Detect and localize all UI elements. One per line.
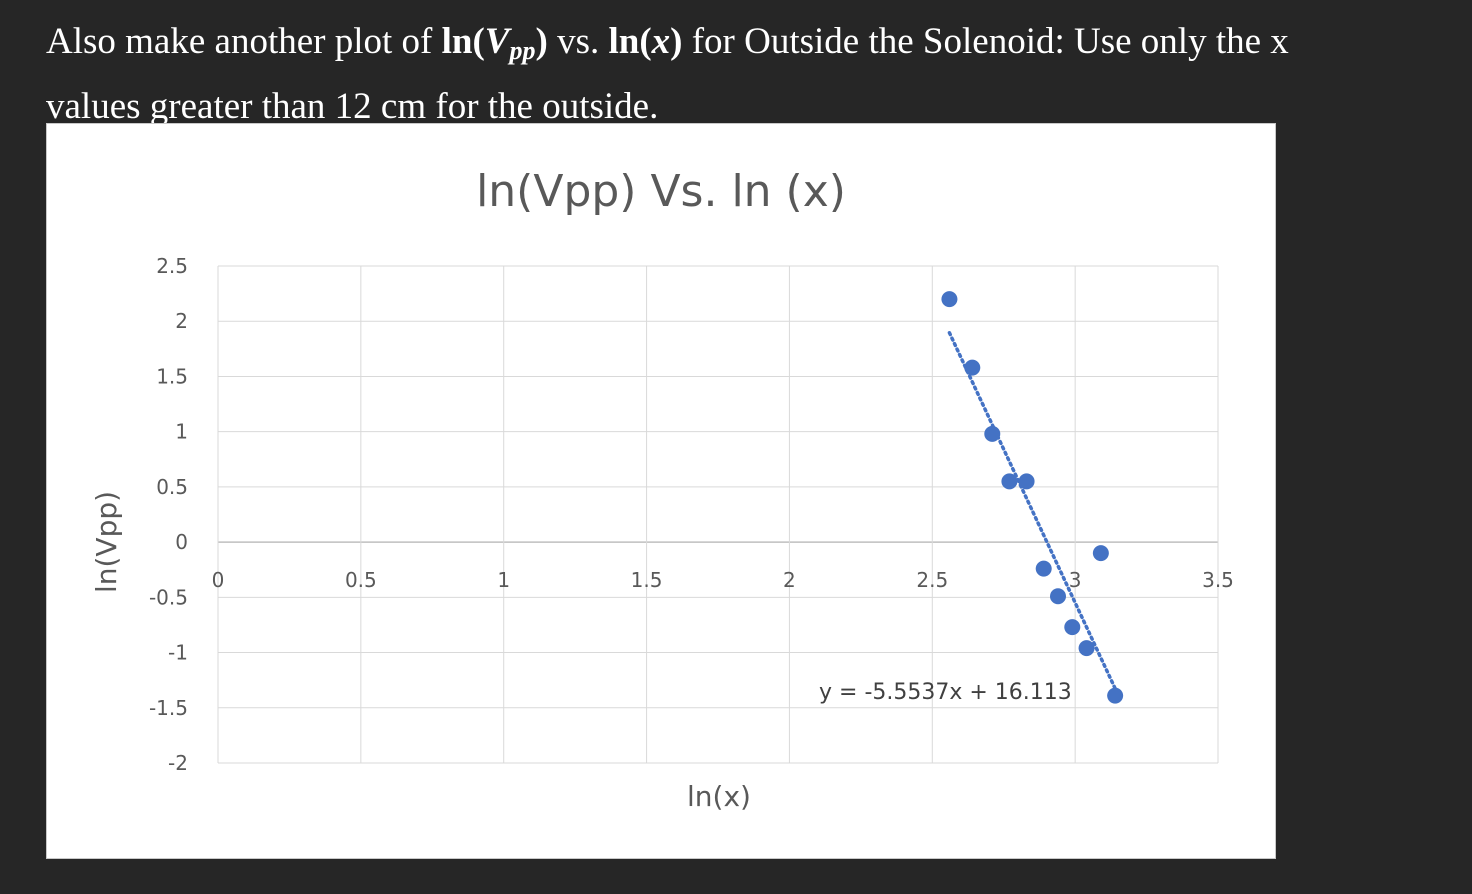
data-point — [1018, 473, 1035, 490]
instructions-prefix: Also make another plot of — [46, 21, 442, 62]
x-tick-label: 2 — [783, 568, 796, 592]
y-tick-label: 2 — [175, 309, 188, 333]
data-point — [1092, 545, 1109, 562]
data-point — [941, 291, 958, 308]
data-point — [1035, 560, 1052, 577]
data-point — [1064, 619, 1081, 636]
math-sub-pp: pp — [509, 36, 536, 65]
x-tick-label: 0.5 — [345, 568, 377, 592]
math-close-1: ) — [535, 21, 548, 62]
scatter-chart: ln(Vpp) Vs. ln (x) 0 0.5 1 1.5 2 2.5 3 3.5 2.52… — [90, 166, 1234, 813]
x-tick-label: 2.5 — [916, 568, 948, 592]
data-point — [1078, 640, 1095, 657]
instructions-suffix: for Outside the Solenoid: Use only the x — [682, 21, 1289, 62]
x-tick-label: 3.5 — [1202, 568, 1234, 592]
y-tick-label: -1 — [168, 641, 188, 665]
x-tick-label: 1.5 — [631, 568, 663, 592]
x-tick-label: 3 — [1069, 568, 1082, 592]
x-tick-labels: 0 0.5 1 1.5 2 2.5 3 3.5 — [212, 568, 1234, 592]
x-tick-label: 0 — [212, 568, 225, 592]
instructions-line-1: Also make another plot of ln(Vpp) vs. ln… — [46, 14, 1466, 79]
math-v: V — [484, 21, 510, 62]
chart-panel[interactable]: ln(Vpp) Vs. ln (x) 0 0.5 1 1.5 2 2.5 3 3.5 2.5 2… — [46, 123, 1276, 859]
y-tick-label: 1 — [175, 420, 188, 444]
y-tick-label: 0 — [175, 530, 188, 554]
trendline-equation: y = -5.5537x + 16.113 — [819, 680, 1072, 705]
math-ln-x: ln(x) — [608, 21, 682, 62]
data-point — [984, 425, 1001, 442]
x-axis-title: ln(x) — [687, 780, 751, 813]
math-ln-open-2: ln( — [608, 21, 652, 62]
chart-title: ln(Vpp) Vs. ln (x) — [476, 166, 846, 217]
y-tick-label: 2.5 — [156, 254, 188, 278]
math-x: x — [651, 21, 671, 62]
data-point — [1001, 473, 1018, 490]
math-close-2: ) — [670, 21, 683, 62]
y-tick-label: -1.5 — [149, 696, 188, 720]
y-tick-label: 1.5 — [156, 364, 188, 388]
data-point — [1050, 588, 1066, 605]
y-axis-title: ln(Vpp) — [90, 491, 123, 593]
data-point — [1107, 687, 1124, 704]
math-ln-open: ln( — [441, 21, 485, 62]
y-tick-labels: 2.5 2 1.5 1 0.5 0 -0.5 -1 -1.5 -2 — [149, 254, 188, 775]
instructions-vs: vs. — [547, 21, 609, 62]
data-point — [964, 359, 981, 376]
y-tick-label: 0.5 — [156, 475, 188, 499]
y-tick-label: -2 — [168, 751, 188, 775]
y-tick-label: -0.5 — [149, 585, 188, 609]
grid-lines — [217, 265, 1219, 764]
data-points — [941, 291, 1124, 704]
instructions-line-2: values greater than 12 cm for the outsid… — [46, 86, 659, 127]
trendline — [947, 331, 1117, 691]
instructions-text: Also make another plot of ln(Vpp) vs. ln… — [46, 14, 1466, 135]
trendline-layer — [947, 331, 1117, 691]
x-tick-label: 1 — [497, 568, 510, 592]
math-ln-vpp: ln(Vpp) — [441, 21, 548, 65]
